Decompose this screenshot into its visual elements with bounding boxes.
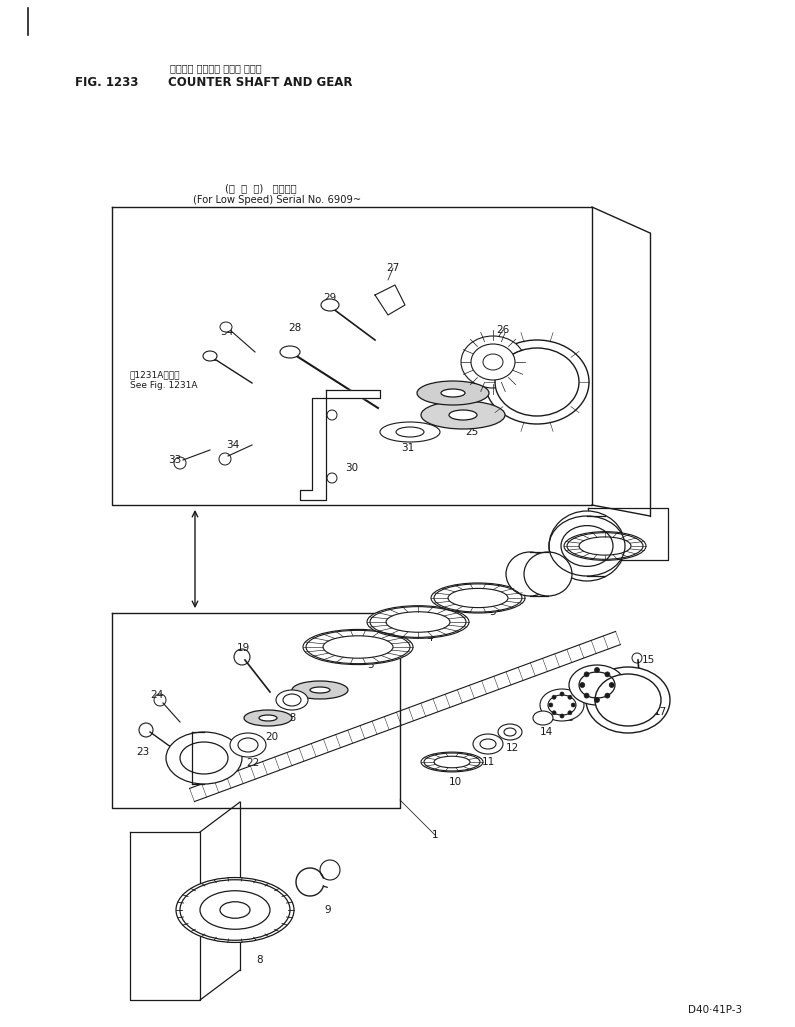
- Ellipse shape: [524, 551, 572, 596]
- Ellipse shape: [449, 410, 477, 420]
- Ellipse shape: [203, 351, 217, 362]
- Text: 4: 4: [427, 633, 433, 643]
- Ellipse shape: [549, 511, 625, 581]
- Ellipse shape: [471, 344, 515, 380]
- Text: 3: 3: [366, 660, 374, 670]
- Ellipse shape: [552, 695, 556, 699]
- Text: 34: 34: [227, 440, 239, 450]
- Text: 32: 32: [205, 353, 219, 363]
- Text: カウンタ シャフト および ギヤー: カウンタ シャフト および ギヤー: [170, 63, 262, 73]
- Text: 第1231A図参照: 第1231A図参照: [130, 370, 180, 379]
- Ellipse shape: [580, 683, 585, 687]
- Text: 8: 8: [257, 955, 263, 965]
- Text: 21: 21: [201, 775, 215, 785]
- Text: 24: 24: [150, 690, 164, 700]
- Text: 25: 25: [465, 427, 479, 438]
- Ellipse shape: [244, 710, 292, 726]
- Text: 15: 15: [642, 655, 654, 665]
- Ellipse shape: [584, 693, 589, 698]
- Ellipse shape: [220, 322, 232, 332]
- Ellipse shape: [320, 860, 340, 880]
- Text: 2A: 2A: [533, 350, 547, 360]
- Text: (低  速  用)   適用号機: (低 速 用) 適用号機: [225, 183, 297, 193]
- Ellipse shape: [421, 401, 505, 429]
- Ellipse shape: [176, 877, 294, 943]
- Text: 2: 2: [452, 393, 458, 403]
- Text: COUNTER SHAFT AND GEAR: COUNTER SHAFT AND GEAR: [168, 76, 352, 89]
- Text: 7: 7: [615, 550, 622, 560]
- Ellipse shape: [560, 692, 564, 696]
- Ellipse shape: [230, 733, 266, 757]
- Ellipse shape: [540, 689, 584, 721]
- Ellipse shape: [564, 532, 646, 561]
- Ellipse shape: [586, 667, 670, 733]
- Text: 31: 31: [401, 443, 415, 453]
- Ellipse shape: [595, 668, 599, 673]
- Ellipse shape: [367, 606, 469, 639]
- Ellipse shape: [552, 711, 556, 715]
- Ellipse shape: [609, 683, 615, 687]
- Text: 27: 27: [386, 263, 400, 273]
- Ellipse shape: [461, 336, 525, 388]
- Ellipse shape: [498, 724, 522, 740]
- Ellipse shape: [292, 681, 348, 699]
- Ellipse shape: [568, 711, 572, 715]
- Text: 26: 26: [496, 325, 510, 335]
- Text: 34: 34: [220, 327, 234, 337]
- Ellipse shape: [280, 346, 300, 358]
- Ellipse shape: [506, 551, 554, 596]
- Ellipse shape: [303, 630, 413, 664]
- Ellipse shape: [533, 711, 553, 725]
- Ellipse shape: [495, 348, 579, 416]
- Text: 6: 6: [545, 580, 551, 589]
- Text: 17: 17: [653, 707, 667, 717]
- Ellipse shape: [321, 299, 339, 311]
- Ellipse shape: [417, 381, 489, 405]
- Text: 16: 16: [600, 694, 614, 703]
- Text: 14: 14: [539, 727, 553, 737]
- Text: 13: 13: [561, 713, 575, 723]
- Polygon shape: [300, 390, 380, 500]
- Text: D40·41P-3: D40·41P-3: [688, 1005, 742, 1015]
- Text: FIG. 1233: FIG. 1233: [75, 76, 138, 89]
- Ellipse shape: [276, 690, 308, 710]
- Ellipse shape: [166, 732, 242, 784]
- Ellipse shape: [421, 752, 483, 772]
- Text: 1: 1: [432, 830, 438, 840]
- Text: 20: 20: [266, 732, 278, 741]
- Text: 18: 18: [283, 713, 297, 723]
- Text: 23: 23: [137, 747, 149, 757]
- Ellipse shape: [560, 714, 564, 718]
- Ellipse shape: [431, 583, 525, 613]
- Ellipse shape: [485, 340, 589, 424]
- Text: 19: 19: [236, 643, 250, 653]
- Text: 5: 5: [489, 607, 495, 617]
- Polygon shape: [375, 286, 405, 315]
- Ellipse shape: [595, 697, 599, 702]
- Text: 28: 28: [289, 324, 301, 333]
- Ellipse shape: [380, 422, 440, 442]
- Ellipse shape: [473, 734, 503, 754]
- Ellipse shape: [605, 693, 610, 698]
- Ellipse shape: [584, 672, 589, 677]
- Text: 11: 11: [482, 757, 494, 767]
- Ellipse shape: [441, 389, 465, 397]
- Ellipse shape: [549, 703, 553, 707]
- Text: 33: 33: [169, 455, 181, 465]
- Text: See Fig. 1231A: See Fig. 1231A: [130, 381, 197, 390]
- Text: 30: 30: [346, 463, 359, 473]
- Ellipse shape: [595, 674, 661, 726]
- Text: 9: 9: [324, 905, 332, 915]
- Ellipse shape: [571, 703, 576, 707]
- Ellipse shape: [310, 687, 330, 693]
- Ellipse shape: [569, 665, 625, 705]
- Text: 22: 22: [246, 758, 260, 768]
- Text: 12: 12: [506, 743, 518, 753]
- Text: (For Low Speed) Serial No. 6909~: (For Low Speed) Serial No. 6909~: [193, 195, 361, 205]
- Ellipse shape: [259, 715, 277, 721]
- Ellipse shape: [605, 672, 610, 677]
- Text: 29: 29: [324, 293, 336, 303]
- Text: 10: 10: [448, 777, 462, 787]
- Ellipse shape: [568, 695, 572, 699]
